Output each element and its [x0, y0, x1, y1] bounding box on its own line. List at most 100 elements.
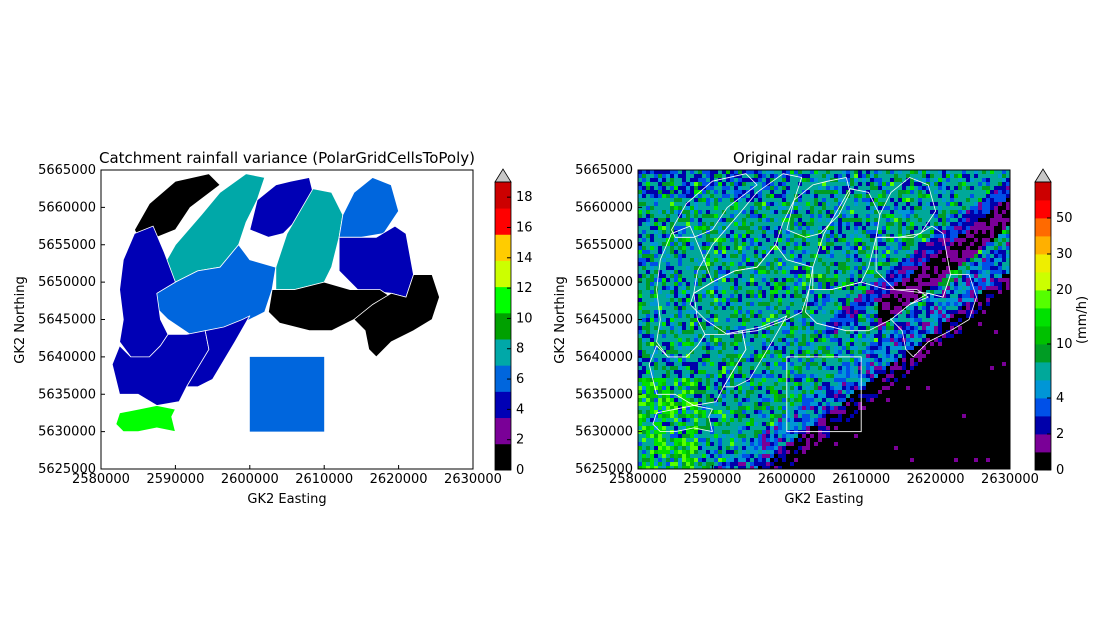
radar-cell [694, 446, 698, 450]
radar-cell [798, 198, 802, 202]
radar-cell [882, 434, 886, 438]
radar-cell [810, 174, 814, 178]
radar-cell [830, 322, 834, 326]
radar-cell [722, 366, 726, 370]
radar-cell [758, 338, 762, 342]
radar-cell [818, 330, 822, 334]
radar-cell [754, 430, 758, 434]
radar-cell [838, 450, 842, 454]
radar-cell [702, 358, 706, 362]
radar-cell [806, 226, 810, 230]
radar-cell [722, 342, 726, 346]
radar-cell [850, 246, 854, 250]
radar-cell [898, 258, 902, 262]
radar-cell [658, 290, 662, 294]
radar-cell [826, 246, 830, 250]
radar-cell [866, 358, 870, 362]
colorbar-segment [495, 313, 511, 340]
radar-cell [714, 294, 718, 298]
radar-cell [642, 398, 646, 402]
radar-cell [686, 314, 690, 318]
radar-cell [762, 334, 766, 338]
radar-cell [778, 462, 782, 466]
radar-cell [878, 186, 882, 190]
radar-cell [770, 390, 774, 394]
radar-cell [778, 182, 782, 186]
radar-cell [878, 430, 882, 434]
radar-cell [750, 438, 754, 442]
radar-cell [774, 210, 778, 214]
radar-cell [646, 210, 650, 214]
radar-cell [874, 462, 878, 466]
radar-cell [834, 250, 838, 254]
radar-cell [722, 278, 726, 282]
radar-cell [654, 206, 658, 210]
radar-cell [882, 214, 886, 218]
radar-cell [698, 278, 702, 282]
radar-cell [734, 210, 738, 214]
radar-cell [722, 350, 726, 354]
radar-cell [682, 354, 686, 358]
radar-cell [666, 202, 670, 206]
radar-cell [894, 218, 898, 222]
radar-cell [798, 458, 802, 462]
radar-cell [882, 226, 886, 230]
radar-cell [654, 238, 658, 242]
radar-cell [642, 174, 646, 178]
radar-cell [654, 330, 658, 334]
radar-cell [638, 350, 642, 354]
radar-cell [842, 406, 846, 410]
radar-cell [786, 442, 790, 446]
radar-cell [838, 310, 842, 314]
radar-cell [830, 458, 834, 462]
radar-cell [894, 182, 898, 186]
radar-cell [666, 378, 670, 382]
radar-cell [826, 422, 830, 426]
radar-cell [642, 410, 646, 414]
radar-cell [738, 318, 742, 322]
radar-cell [778, 202, 782, 206]
radar-cell [754, 426, 758, 430]
radar-cell [690, 410, 694, 414]
radar-cell [750, 442, 754, 446]
radar-cell [726, 422, 730, 426]
radar-cell [806, 434, 810, 438]
radar-cell [690, 250, 694, 254]
radar-cell [826, 450, 830, 454]
radar-cell [666, 330, 670, 334]
radar-cell [726, 218, 730, 222]
radar-cell [846, 386, 850, 390]
radar-cell [686, 438, 690, 442]
radar-cell [894, 214, 898, 218]
radar-cell [854, 198, 858, 202]
radar-cell [638, 218, 642, 222]
radar-cell [642, 206, 646, 210]
radar-cell [686, 450, 690, 454]
radar-cell [762, 174, 766, 178]
radar-cell [670, 242, 674, 246]
radar-cell [654, 274, 658, 278]
radar-cell [646, 302, 650, 306]
radar-cell [722, 314, 726, 318]
radar-cell [646, 350, 650, 354]
radar-cell [850, 306, 854, 310]
radar-cell [682, 318, 686, 322]
radar-cell [818, 274, 822, 278]
radar-cell [846, 382, 850, 386]
radar-cell [686, 410, 690, 414]
radar-cell [838, 394, 842, 398]
radar-cell [790, 434, 794, 438]
radar-cell [758, 266, 762, 270]
radar-cell [822, 454, 826, 458]
radar-cell [794, 350, 798, 354]
radar-cell [682, 366, 686, 370]
radar-cell [742, 318, 746, 322]
radar-cell [826, 442, 830, 446]
radar-cell [774, 206, 778, 210]
radar-cell [786, 182, 790, 186]
x-tick-label: 2620000 [370, 472, 428, 487]
radar-cell [730, 282, 734, 286]
radar-cell [726, 366, 730, 370]
radar-cell [658, 374, 662, 378]
radar-cell [858, 202, 862, 206]
